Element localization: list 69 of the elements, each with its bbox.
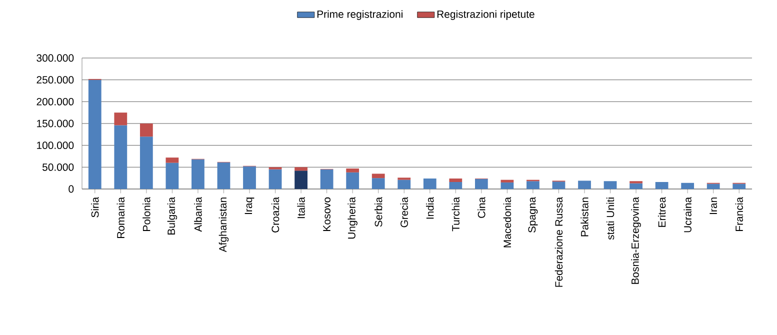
y-tick-label: 0 — [68, 185, 74, 193]
bar — [706, 184, 720, 189]
bar — [500, 180, 514, 182]
x-tick-label: Iraq — [244, 198, 254, 214]
y-tick-label: 100.000 — [37, 142, 74, 150]
x-tick-label: Siria — [91, 196, 99, 218]
x-tick-label: Pakistan — [580, 198, 588, 236]
bar — [192, 159, 204, 189]
bar — [398, 180, 411, 189]
x-tick-label: India — [426, 196, 434, 219]
bar — [294, 167, 308, 171]
bar — [526, 181, 540, 189]
bar — [114, 125, 128, 189]
bar — [732, 184, 746, 189]
bar — [88, 80, 102, 189]
bar — [500, 182, 514, 189]
bar — [655, 182, 668, 189]
x-tick-label: Turchia — [452, 196, 460, 232]
x-tick-label: Bulgaria — [167, 196, 178, 234]
bar — [140, 136, 153, 189]
bar — [217, 162, 230, 189]
x-tick-label: Albania — [194, 196, 202, 232]
bar — [294, 170, 308, 189]
bar — [346, 168, 360, 172]
x-tick-label: Polonia — [142, 196, 150, 231]
bar — [578, 180, 591, 189]
x-tick-label: Cina — [478, 196, 486, 218]
x-tick-label: Kosovo — [323, 197, 330, 231]
x-tick-label: Romania — [116, 196, 125, 238]
bar — [474, 178, 488, 189]
bar — [449, 182, 462, 189]
bar — [423, 178, 436, 189]
bar — [166, 162, 179, 189]
bar — [114, 112, 128, 126]
x-tick-label: Francia — [735, 196, 743, 231]
x-tick-label: Eritrea — [658, 196, 666, 227]
bar — [243, 166, 256, 189]
x-tick-label: Bosnia-Erzegovina — [631, 196, 641, 284]
bar — [320, 169, 334, 189]
legend-label: Registrazioni ripetute — [437, 10, 534, 20]
bar — [140, 124, 153, 137]
bar — [372, 174, 385, 178]
y-tick-label: 150.000 — [37, 120, 74, 128]
bar — [630, 183, 642, 189]
legend-label: Prime registrazioni — [317, 10, 402, 20]
x-tick-label: Afghanistan — [218, 198, 229, 252]
bar — [681, 182, 694, 189]
x-tick-label: Croazia — [271, 196, 280, 232]
y-tick-label: 50.000 — [42, 163, 74, 171]
y-tick-label: 300.000 — [36, 54, 74, 62]
bar — [346, 172, 360, 189]
bar — [166, 158, 179, 163]
x-tick-label: Macedonia — [503, 196, 512, 248]
x-tick-label: Grecia — [400, 196, 408, 228]
x-tick-label: Serbia — [374, 196, 382, 227]
x-tick-label: Ucraina — [684, 196, 692, 232]
x-tick-label: Federazione Russa — [554, 196, 563, 287]
bar — [268, 169, 282, 189]
bar — [604, 181, 617, 189]
bar — [372, 178, 385, 189]
x-tick-label: Spagna — [528, 196, 538, 233]
bar — [552, 182, 566, 189]
x-tick-label: stati Uniti — [606, 198, 614, 240]
x-tick-label: Ungheria — [348, 196, 358, 239]
y-tick-label: 200.000 — [36, 98, 74, 106]
bar — [449, 178, 462, 182]
x-tick-label: Iran — [710, 198, 718, 214]
x-tick-label: Italia — [297, 196, 305, 218]
y-tick-label: 250.000 — [36, 76, 74, 84]
